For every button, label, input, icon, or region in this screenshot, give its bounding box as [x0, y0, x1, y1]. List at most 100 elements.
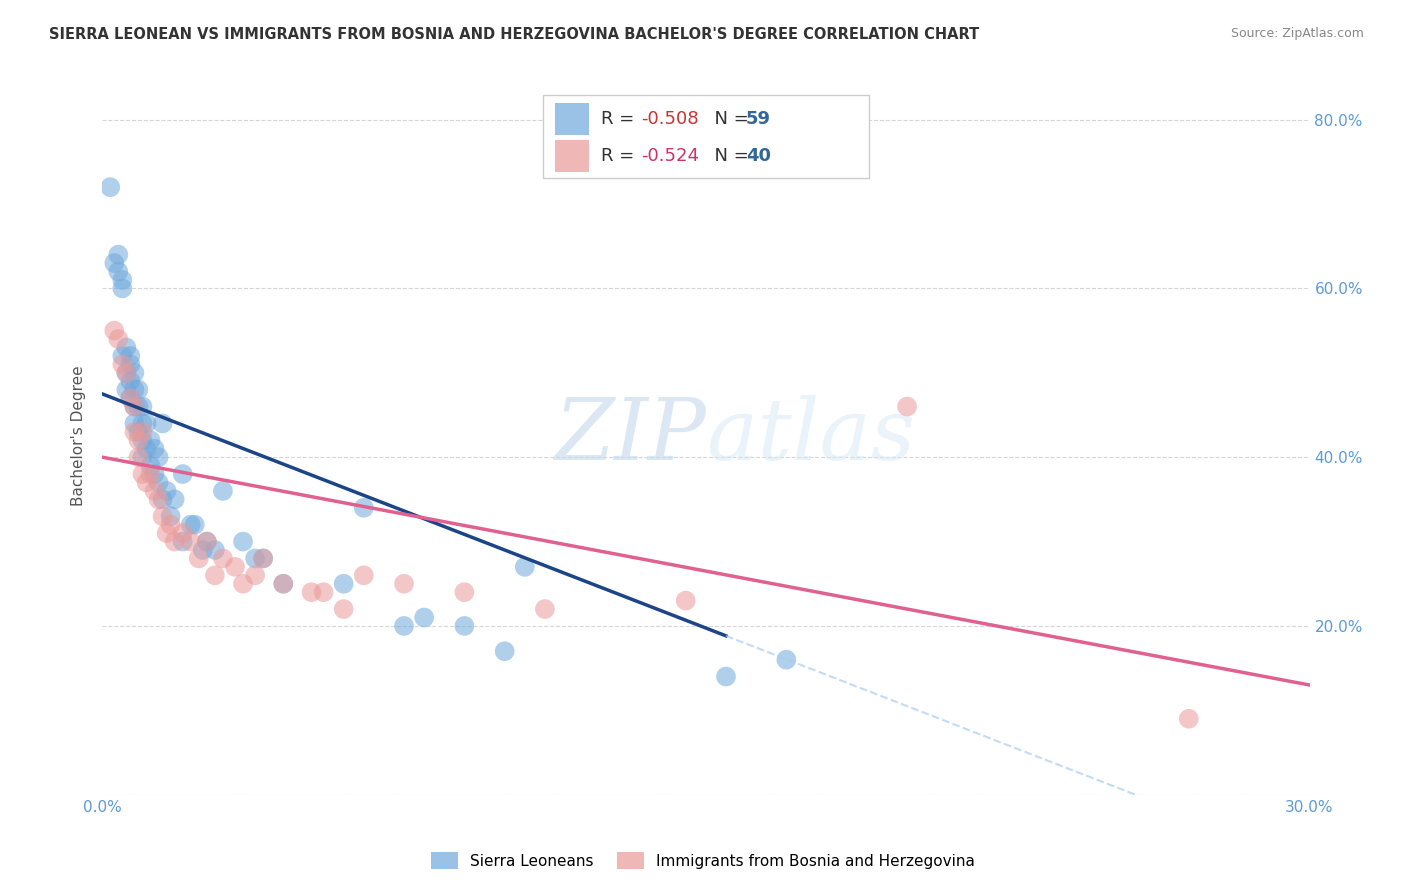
Point: [392, 576, 415, 591]
Text: Source: ZipAtlas.com: Source: ZipAtlas.com: [1230, 27, 1364, 40]
Text: -0.508: -0.508: [641, 110, 699, 128]
Text: ZIP: ZIP: [554, 395, 706, 477]
Point: [143, 442, 166, 456]
Text: atlas: atlas: [706, 395, 915, 477]
Text: 40: 40: [745, 147, 770, 165]
Point: [120, 349, 142, 363]
Text: SIERRA LEONEAN VS IMMIGRANTS FROM BOSNIA AND HERZEGOVINA BACHELOR'S DEGREE CORRE: SIERRA LEONEAN VS IMMIGRANTS FROM BOSNIA…: [49, 27, 980, 42]
Point: [271, 576, 294, 591]
Point: [494, 644, 516, 658]
Point: [148, 450, 170, 465]
Point: [155, 483, 177, 498]
Point: [332, 576, 354, 591]
Point: [252, 551, 274, 566]
Point: [243, 568, 266, 582]
Point: [155, 526, 177, 541]
Point: [139, 467, 162, 481]
Point: [120, 391, 142, 405]
Point: [120, 374, 142, 388]
Point: [127, 450, 149, 465]
Point: [131, 467, 153, 481]
Legend: Sierra Leoneans, Immigrants from Bosnia and Herzegovina: Sierra Leoneans, Immigrants from Bosnia …: [425, 846, 981, 875]
Text: R =: R =: [600, 147, 640, 165]
Point: [152, 417, 174, 431]
Point: [714, 669, 737, 683]
Point: [148, 492, 170, 507]
Point: [184, 517, 207, 532]
Point: [232, 534, 254, 549]
Point: [120, 357, 142, 371]
Point: [212, 483, 235, 498]
Point: [124, 383, 146, 397]
Bar: [555, 103, 589, 136]
Point: [252, 551, 274, 566]
Point: [139, 458, 162, 473]
Point: [127, 434, 149, 448]
Text: 59: 59: [745, 110, 770, 128]
Point: [332, 602, 354, 616]
Point: [124, 400, 146, 414]
Point: [115, 341, 138, 355]
Point: [135, 442, 157, 456]
Point: [195, 534, 218, 549]
Point: [675, 593, 697, 607]
Point: [180, 517, 202, 532]
Point: [131, 417, 153, 431]
Point: [152, 492, 174, 507]
Point: [163, 492, 186, 507]
Point: [143, 483, 166, 498]
Point: [127, 383, 149, 397]
Point: [301, 585, 323, 599]
Text: R =: R =: [600, 110, 640, 128]
Point: [271, 576, 294, 591]
Point: [453, 585, 475, 599]
Point: [127, 425, 149, 439]
Point: [212, 551, 235, 566]
Point: [131, 450, 153, 465]
Point: [152, 509, 174, 524]
Point: [111, 281, 134, 295]
Point: [127, 400, 149, 414]
Point: [120, 391, 142, 405]
Point: [107, 332, 129, 346]
Y-axis label: Bachelor's Degree: Bachelor's Degree: [72, 366, 86, 507]
Point: [115, 366, 138, 380]
Point: [135, 475, 157, 490]
Point: [896, 400, 918, 414]
Point: [172, 467, 194, 481]
Point: [204, 568, 226, 582]
Point: [107, 264, 129, 278]
Point: [143, 467, 166, 481]
Point: [353, 500, 375, 515]
Point: [159, 509, 181, 524]
Point: [232, 576, 254, 591]
Point: [131, 425, 153, 439]
Point: [124, 400, 146, 414]
Point: [135, 417, 157, 431]
Point: [124, 425, 146, 439]
Point: [159, 517, 181, 532]
Point: [124, 417, 146, 431]
Point: [534, 602, 557, 616]
Point: [172, 526, 194, 541]
Point: [115, 366, 138, 380]
Point: [453, 619, 475, 633]
Point: [1178, 712, 1201, 726]
Point: [107, 247, 129, 261]
Point: [312, 585, 335, 599]
Point: [172, 534, 194, 549]
Point: [224, 559, 246, 574]
Point: [191, 543, 214, 558]
Point: [148, 475, 170, 490]
Point: [163, 534, 186, 549]
Point: [187, 551, 209, 566]
Point: [131, 400, 153, 414]
Bar: [555, 140, 589, 172]
Point: [413, 610, 436, 624]
Point: [103, 256, 125, 270]
Point: [513, 559, 536, 574]
FancyBboxPatch shape: [543, 95, 869, 178]
Point: [243, 551, 266, 566]
Point: [180, 534, 202, 549]
Point: [111, 273, 134, 287]
